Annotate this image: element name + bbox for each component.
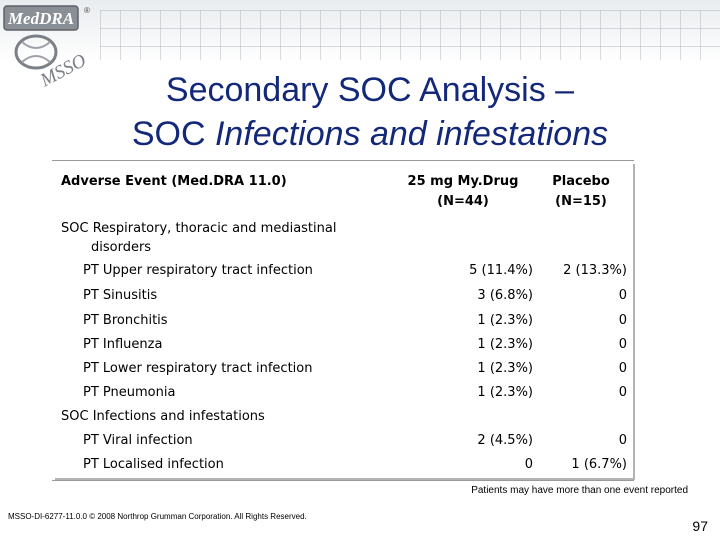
- table-top-rule: [52, 160, 634, 161]
- pt-label: PT Sinusitis: [83, 288, 158, 303]
- table-row: PT Influenza 1 (2.3%) 0: [53, 334, 633, 356]
- drug-value: 1 (2.3%): [477, 337, 533, 352]
- drug-value: 1 (2.3%): [477, 313, 533, 328]
- soc-infections-line1: SOC Infections and infestations: [61, 409, 265, 424]
- title-line-2: SOC Infections and infestations: [60, 112, 680, 156]
- placebo-value: 0: [618, 313, 627, 328]
- pt-label: PT Viral infection: [83, 433, 193, 448]
- logo-registered: ®: [84, 6, 90, 15]
- drug-value: 1 (2.3%): [477, 385, 533, 400]
- pt-label: PT Bronchitis: [83, 313, 168, 328]
- drug-value: 3 (6.8%): [477, 288, 533, 303]
- footnote: Patients may have more than one event re…: [471, 485, 688, 496]
- drug-value: 2 (4.5%): [477, 433, 533, 448]
- adverse-event-table: Adverse Event (Med.DRA 11.0) 25 mg My.Dr…: [53, 162, 633, 478]
- header-placebo-line2: (N=15): [555, 194, 607, 209]
- title-line-2-italic: Infections and infestations: [214, 115, 609, 153]
- placebo-value: 0: [618, 433, 627, 448]
- placebo-value: 0: [618, 361, 627, 376]
- pt-label: PT Pneumonia: [83, 385, 176, 400]
- table-row: PT Sinusitis 3 (6.8%) 0: [53, 285, 633, 307]
- placebo-value: 0: [618, 337, 627, 352]
- soc-infections: SOC Infections and infestations: [61, 407, 265, 426]
- header-drug: 25 mg My.Drug (N=44): [398, 172, 528, 212]
- slide-title: Secondary SOC Analysis – SOC Infections …: [60, 68, 680, 156]
- placebo-value: 0: [618, 288, 627, 303]
- soc-respiratory-line1: SOC Respiratory, thoracic and mediastina…: [61, 221, 337, 236]
- table-row: PT Viral infection 2 (4.5%) 0: [53, 430, 633, 452]
- globe-icon: [14, 34, 58, 70]
- drug-value: 5 (11.4%): [469, 263, 533, 278]
- drug-value: 0: [524, 457, 533, 472]
- header-grid-pattern: [100, 10, 720, 60]
- title-line-1: Secondary SOC Analysis –: [165, 71, 575, 109]
- table-row: PT Lower respiratory tract infection 1 (…: [53, 358, 633, 380]
- table-row: PT Bronchitis 1 (2.3%) 0: [53, 310, 633, 332]
- table-row: PT Pneumonia 1 (2.3%) 0: [53, 382, 633, 404]
- header-drug-line1: 25 mg My.Drug: [407, 174, 519, 189]
- table-row: PT Upper respiratory tract infection 5 (…: [53, 260, 633, 282]
- logo-text-top: MedDRA: [7, 9, 74, 28]
- copyright: MSSO-DI-6277-11.0.0 © 2008 Northrop Grum…: [8, 512, 307, 521]
- pt-label: PT Upper respiratory tract infection: [83, 263, 313, 278]
- soc-respiratory-line2: disorders: [91, 240, 152, 255]
- placebo-value: 2 (13.3%): [563, 263, 627, 278]
- pt-label: PT Lower respiratory tract infection: [83, 361, 313, 376]
- title-line-2-prefix: SOC: [131, 115, 215, 153]
- header-placebo: Placebo (N=15): [531, 172, 631, 212]
- header-band: [0, 0, 720, 62]
- header-drug-line2: (N=44): [437, 194, 489, 209]
- placebo-value: 0: [618, 385, 627, 400]
- placebo-value: 1 (6.7%): [571, 457, 627, 472]
- pt-label: PT Localised infection: [83, 457, 224, 472]
- header-placebo-line1: Placebo: [552, 174, 610, 189]
- pt-label: PT Influenza: [83, 337, 163, 352]
- table-bottom-rule: [52, 480, 634, 481]
- table-row: PT Localised infection 0 1 (6.7%): [53, 454, 633, 476]
- drug-value: 1 (2.3%): [477, 361, 533, 376]
- header-event: Adverse Event (Med.DRA 11.0): [61, 174, 287, 189]
- page-number: 97: [692, 518, 708, 534]
- soc-respiratory: SOC Respiratory, thoracic and mediastina…: [61, 219, 336, 257]
- meddra-logo: MedDRA ® MSSO: [2, 2, 98, 92]
